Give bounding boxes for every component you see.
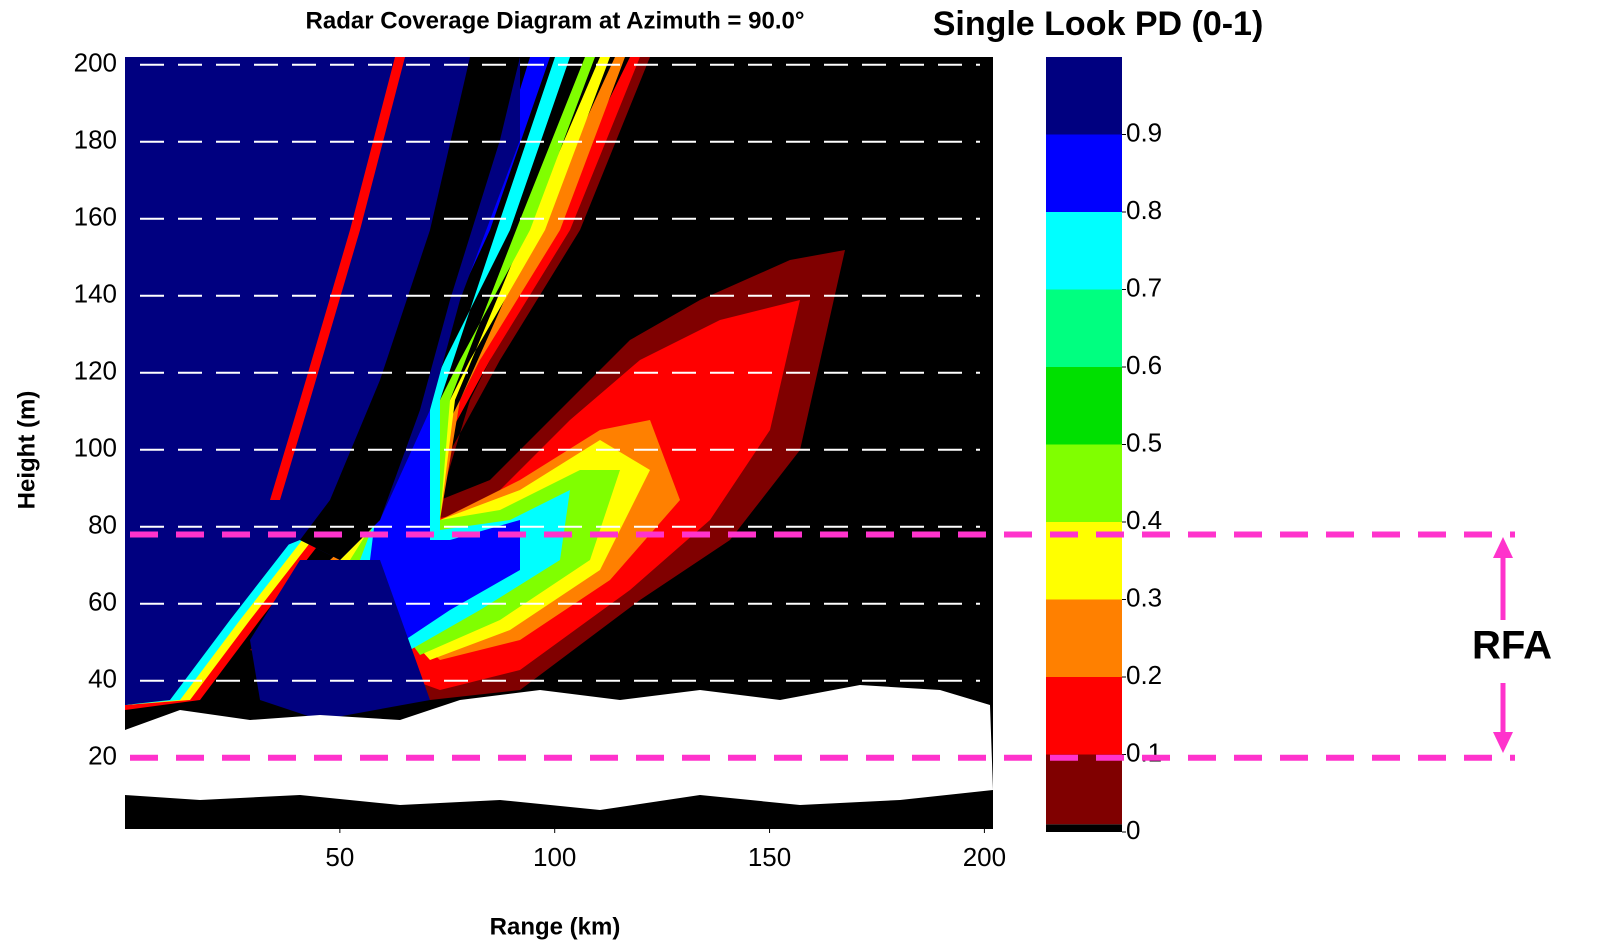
y-tick-label: 160 [74,202,117,232]
colorbar-tick-label: 0.3 [1126,582,1162,612]
y-tick-label: 100 [74,433,117,463]
colorbar-tick-label: 0.1 [1126,737,1162,767]
coverage-field [125,57,993,829]
y-tick-label: 180 [74,125,117,155]
colorbar-tick-label: 0.7 [1126,272,1162,302]
colorbar-tick-label: 0.8 [1126,195,1162,225]
x-axis-label: Range (km) [490,913,621,940]
colorbar-segment [1046,599,1122,677]
colorbar-segment [1046,824,1122,832]
y-axis-label: Height (m) [13,391,40,510]
colorbar-segment [1046,212,1122,290]
colorbar-segment [1046,677,1122,755]
y-tick-label: 200 [74,48,117,78]
y-tick-label: 60 [88,587,117,617]
colorbar-tick-label: 0.2 [1126,660,1162,690]
arrow-head [1493,537,1513,558]
y-tick-label: 120 [74,356,117,386]
x-tick-label: 200 [963,842,1006,872]
colorbar-segment [1046,367,1122,445]
x-tick-label: 150 [748,842,791,872]
y-tick-label: 140 [74,279,117,309]
x-tick-label: 100 [533,842,576,872]
y-tick-label: 40 [88,664,117,694]
arrow-head [1493,732,1513,753]
colorbar-tick-label: 0.9 [1126,117,1162,147]
colorbar-segment [1046,289,1122,367]
colorbar-segment [1046,134,1122,212]
colorbar-tick-label: 0.5 [1126,427,1162,457]
colorbar-tick-label: 0.4 [1126,505,1162,535]
y-tick-label: 80 [88,510,117,540]
colorbar-tick-label: 0.6 [1126,350,1162,380]
colorbar-segment [1046,754,1122,825]
annotation-label: RFA [1472,624,1552,668]
y-tick-label: 20 [88,741,117,771]
x-tick-label: 50 [325,842,354,872]
colorbar-segment [1046,57,1122,135]
chart-title: Radar Coverage Diagram at Azimuth = 90.0… [306,7,805,34]
colorbar-tick-label: 0 [1126,815,1140,845]
colorbar-title: Single Look PD (0-1) [933,5,1264,43]
colorbar-segment [1046,444,1122,522]
